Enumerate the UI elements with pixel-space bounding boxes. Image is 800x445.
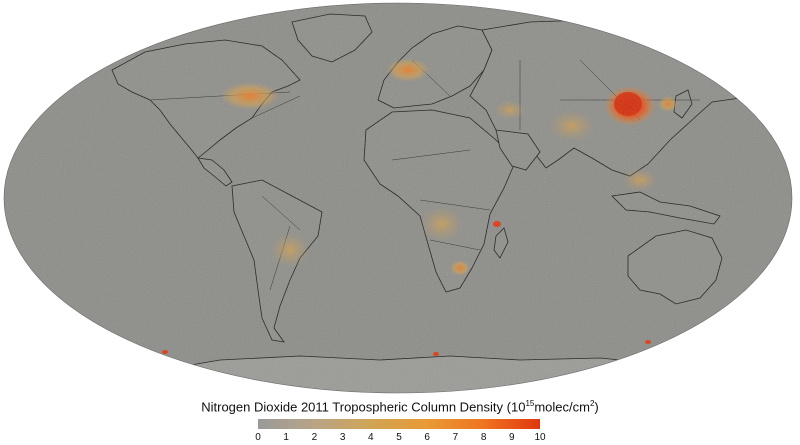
colorbar-tick-label: 0 [255,432,261,443]
colorbar-tick-label: 1 [283,432,289,443]
colorbar-tick-label: 9 [509,432,515,443]
land-layer [4,3,792,393]
new-zealand-landmass [747,281,765,313]
colorbar-tick-label: 8 [480,432,487,443]
colorbar-tick-label: 10 [534,432,546,443]
colorbar-tick-label: 7 [452,432,459,443]
colorbar-ticks: 0 1 2 3 4 5 6 7 8 9 10 [255,432,545,444]
caption-unit-exponent: 2 [589,399,595,408]
world-map [3,2,793,394]
mollweide-map-svg [3,2,793,394]
caption-unit: molec/cm [534,399,590,415]
globe-outline [3,2,793,394]
colorbar-tick-label: 2 [311,432,318,443]
caption-suffix: ) [594,399,599,415]
colorbar-tick-label: 4 [368,432,374,443]
colorbar-tick-label: 3 [339,432,346,443]
caption-prefix: Nitrogen Dioxide 2011 Tropospheric Colum… [201,399,526,415]
caption-exponent: 15 [525,399,535,408]
noise-texture [4,3,792,393]
colorbar-tick-label: 5 [396,432,402,443]
colorbar-caption: Nitrogen Dioxide 2011 Tropospheric Colum… [0,399,800,414]
colorbar [258,419,540,429]
colorbar-tick-label: 6 [424,432,430,443]
